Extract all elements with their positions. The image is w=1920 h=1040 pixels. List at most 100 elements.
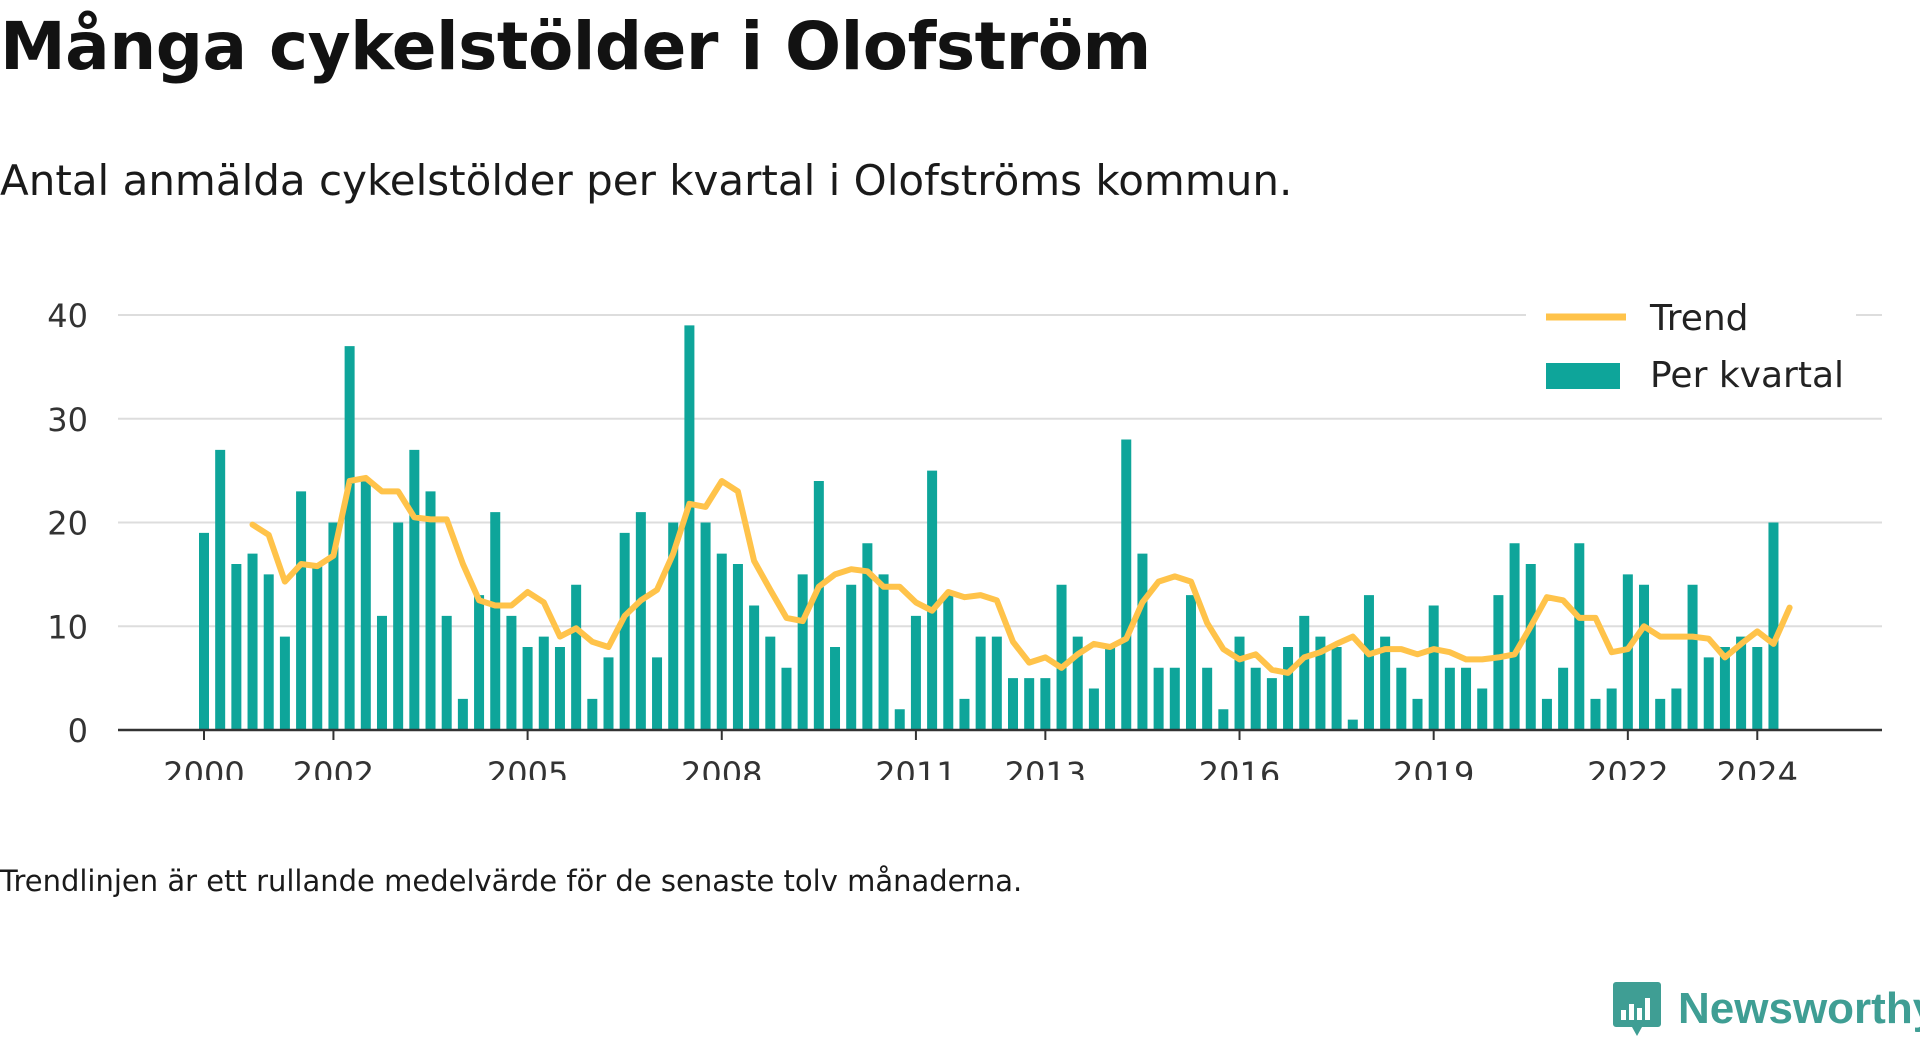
bar [959, 698, 970, 730]
bar [490, 512, 501, 730]
x-tick-label: 2008 [681, 755, 762, 780]
bar [668, 522, 679, 730]
bar [894, 709, 905, 730]
bar [344, 346, 355, 730]
bar [619, 532, 630, 730]
bar [1719, 647, 1730, 730]
y-axis-tick-labels: 0 10 20 30 40 [47, 297, 88, 750]
bar [1428, 605, 1439, 730]
bar [910, 615, 921, 730]
x-tick-label: 2013 [1005, 755, 1086, 780]
bar [603, 657, 614, 730]
bar [732, 564, 743, 730]
bar [765, 636, 776, 730]
y-tick-label: 10 [47, 608, 88, 646]
bar [1299, 615, 1310, 730]
bar [1234, 636, 1245, 730]
bar [1315, 636, 1326, 730]
bar [1509, 543, 1520, 730]
bar [1768, 522, 1779, 730]
x-tick-label: 2011 [875, 755, 956, 780]
bar [1736, 636, 1747, 730]
bar [991, 636, 1002, 730]
bar [1444, 667, 1455, 730]
bar [797, 574, 808, 730]
bar [1056, 584, 1067, 730]
bar [1363, 595, 1374, 730]
bar [1121, 439, 1132, 730]
bar [199, 532, 209, 730]
x-tick-label: 2022 [1587, 755, 1668, 780]
brand-name: Newsworthy [1678, 984, 1920, 1033]
bar [1105, 647, 1116, 730]
bar [862, 543, 873, 730]
bar [474, 595, 485, 730]
bar [441, 615, 452, 730]
x-tick-label: 2000 [163, 755, 244, 780]
bar [1024, 678, 1035, 730]
bar [846, 584, 857, 730]
bar [1331, 647, 1342, 730]
bar [1250, 667, 1261, 730]
bar [975, 636, 986, 730]
bar [1590, 698, 1601, 730]
bar [1574, 543, 1585, 730]
bar [1541, 698, 1552, 730]
x-tick-label: 2019 [1393, 755, 1474, 780]
bar [279, 636, 290, 730]
bar [506, 615, 517, 730]
bar [1283, 647, 1294, 730]
x-tick-label: 2005 [487, 755, 568, 780]
bar [538, 636, 549, 730]
bar [296, 491, 307, 730]
footnote: Trendlinjen är ett rullande medelvärde f… [0, 864, 1023, 898]
bar [1396, 667, 1407, 730]
bar [1687, 584, 1698, 730]
bar [1137, 553, 1148, 730]
bar [1461, 667, 1472, 730]
bar [700, 522, 711, 730]
bar-series [199, 325, 1779, 730]
bar [425, 491, 436, 730]
bar [1266, 678, 1277, 730]
bar [1493, 595, 1504, 730]
legend-trend-label: Trend [1649, 298, 1749, 339]
bar [1153, 667, 1164, 730]
x-tick-label: 2002 [293, 755, 374, 780]
bar [393, 522, 404, 730]
trend-line [249, 474, 1793, 676]
bar [943, 595, 954, 730]
newsworthy-logo-icon [1613, 982, 1661, 1036]
x-tick-label: 2016 [1199, 755, 1280, 780]
bar [878, 574, 889, 730]
bar [1202, 667, 1213, 730]
bar [1525, 564, 1536, 730]
bar [457, 698, 468, 730]
bar [749, 605, 760, 730]
bar [376, 615, 387, 730]
y-tick-label: 0 [68, 712, 88, 750]
bar [522, 647, 533, 730]
bar [1703, 657, 1714, 730]
bar [571, 584, 582, 730]
bar [1185, 595, 1196, 730]
bar [1752, 647, 1763, 730]
brand-logo: Newsworthy [1612, 980, 1920, 1038]
bar [587, 698, 598, 730]
bar [1477, 688, 1488, 730]
bar [716, 553, 727, 730]
y-tick-label: 20 [47, 505, 88, 543]
bar [1558, 667, 1569, 730]
x-tick-label: 2024 [1717, 755, 1798, 780]
bar [1008, 678, 1018, 730]
bar [312, 564, 323, 730]
legend-bar-label: Per kvartal [1650, 355, 1844, 396]
bar [328, 522, 339, 730]
bar [813, 481, 824, 730]
bar [1622, 574, 1633, 730]
bar [1088, 688, 1099, 730]
bar [781, 667, 792, 730]
bar [635, 512, 646, 730]
bar [1347, 719, 1358, 730]
